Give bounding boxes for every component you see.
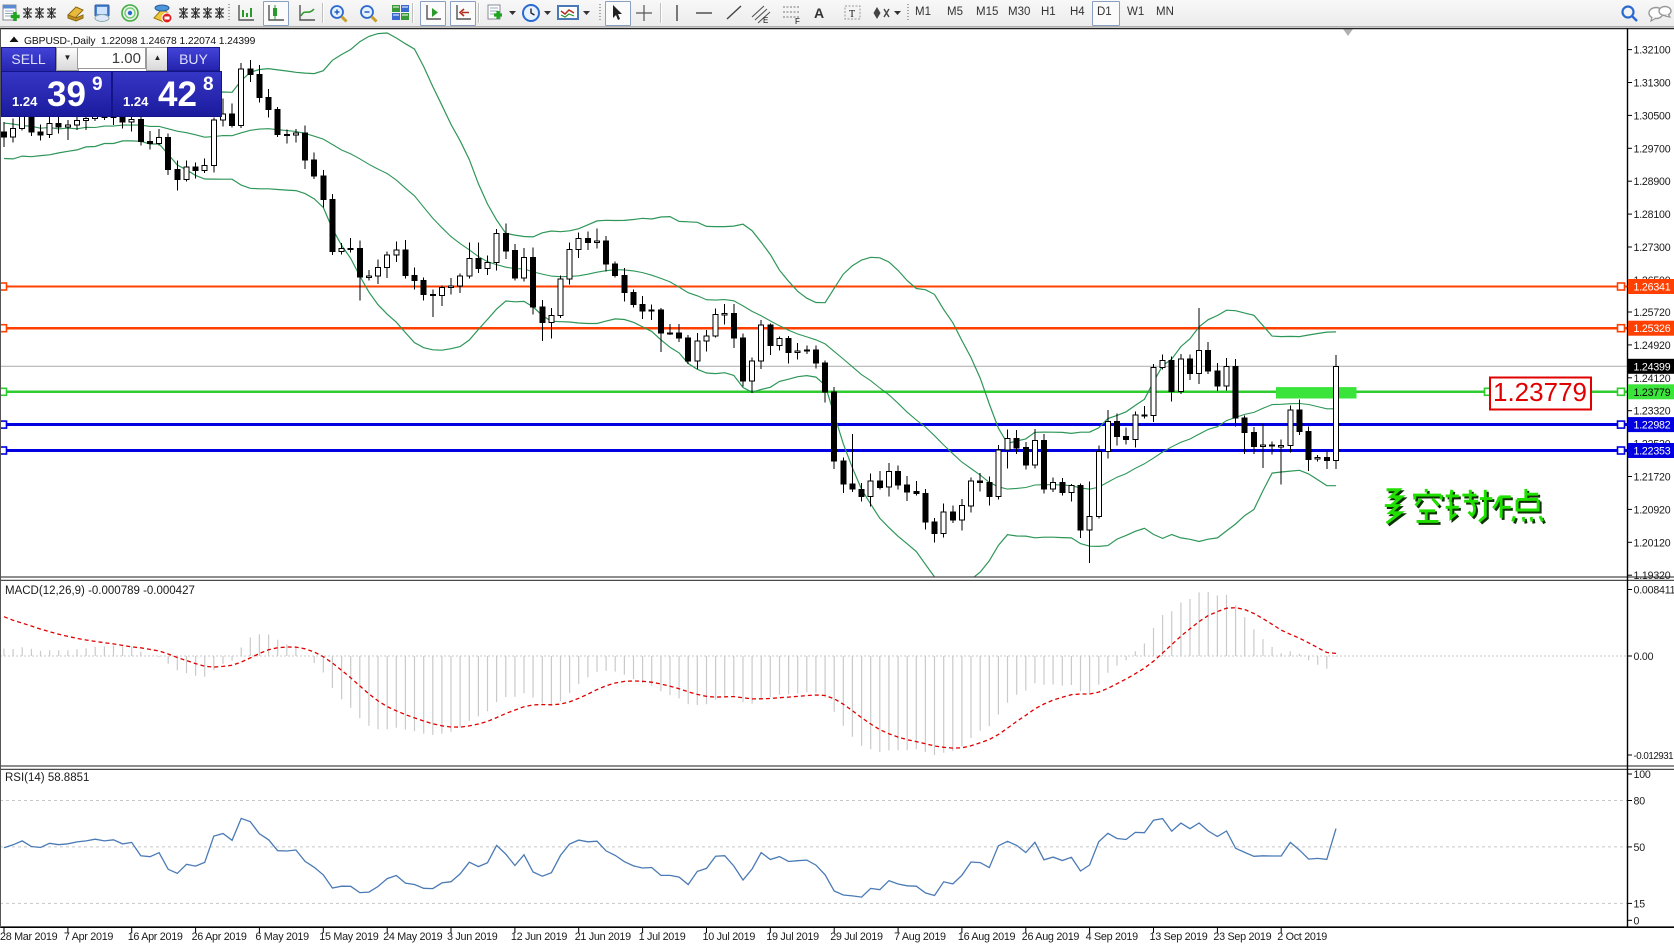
svg-text:1.28900: 1.28900 xyxy=(1634,176,1671,188)
svg-text:1.20120: 1.20120 xyxy=(1634,537,1671,549)
svg-text:100: 100 xyxy=(1634,769,1651,781)
svg-text:16 Aug 2019: 16 Aug 2019 xyxy=(958,931,1016,943)
svg-text:24 May 2019: 24 May 2019 xyxy=(383,931,442,943)
svg-text:21 Jun 2019: 21 Jun 2019 xyxy=(575,931,631,943)
svg-text:13 Sep 2019: 13 Sep 2019 xyxy=(1150,931,1208,943)
svg-text:1.29700: 1.29700 xyxy=(1634,143,1671,155)
svg-text:0.008411: 0.008411 xyxy=(1634,585,1674,597)
svg-text:0.00: 0.00 xyxy=(1634,651,1654,663)
svg-text:7 Apr 2019: 7 Apr 2019 xyxy=(64,931,114,943)
svg-text:F: F xyxy=(795,17,800,25)
svg-text:1.23779: 1.23779 xyxy=(1634,387,1671,399)
svg-text:4 Sep 2019: 4 Sep 2019 xyxy=(1086,931,1139,943)
svg-text:1.22982: 1.22982 xyxy=(1634,420,1671,432)
svg-text:1.25326: 1.25326 xyxy=(1634,323,1671,335)
svg-text:1.21720: 1.21720 xyxy=(1634,472,1671,484)
svg-text:RSI(14) 58.8851: RSI(14) 58.8851 xyxy=(5,772,89,784)
svg-text:1.27300: 1.27300 xyxy=(1634,242,1671,254)
svg-text:1.24399: 1.24399 xyxy=(1634,361,1671,373)
svg-text:29 Jul 2019: 29 Jul 2019 xyxy=(830,931,883,943)
svg-text:15: 15 xyxy=(1634,898,1646,910)
svg-text:1.24920: 1.24920 xyxy=(1634,340,1671,352)
svg-text:T: T xyxy=(849,9,855,20)
svg-text:1.24120: 1.24120 xyxy=(1634,373,1671,385)
svg-text:1.32100: 1.32100 xyxy=(1634,45,1671,57)
svg-text:0: 0 xyxy=(1634,915,1640,927)
svg-text:10 Jul 2019: 10 Jul 2019 xyxy=(703,931,756,943)
svg-text:16 Apr 2019: 16 Apr 2019 xyxy=(128,931,183,943)
svg-text:23 Sep 2019: 23 Sep 2019 xyxy=(1213,931,1271,943)
svg-text:19 Jul 2019: 19 Jul 2019 xyxy=(766,931,819,943)
svg-text:GBPUSD-,Daily 1.22098 1.24678: GBPUSD-,Daily 1.22098 1.24678 1.22074 1.… xyxy=(24,36,256,47)
svg-text:E: E xyxy=(763,16,768,25)
svg-text:1 Jul 2019: 1 Jul 2019 xyxy=(639,931,686,943)
svg-text:1.30500: 1.30500 xyxy=(1634,110,1671,122)
svg-text:MACD(12,26,9) -0.000789 -0.000: MACD(12,26,9) -0.000789 -0.000427 xyxy=(5,585,195,597)
svg-text:1.25720: 1.25720 xyxy=(1634,307,1671,319)
svg-text:6 May 2019: 6 May 2019 xyxy=(255,931,309,943)
svg-text:7 Aug 2019: 7 Aug 2019 xyxy=(894,931,946,943)
svg-text:1.20920: 1.20920 xyxy=(1634,504,1671,516)
svg-text:12 Jun 2019: 12 Jun 2019 xyxy=(511,931,567,943)
svg-text:1.23779: 1.23779 xyxy=(1493,377,1587,407)
svg-text:50: 50 xyxy=(1634,842,1646,854)
svg-text:1.22353: 1.22353 xyxy=(1634,446,1671,458)
svg-text:26 Aug 2019: 26 Aug 2019 xyxy=(1022,931,1080,943)
svg-text:15 May 2019: 15 May 2019 xyxy=(319,931,378,943)
svg-text:2 Oct 2019: 2 Oct 2019 xyxy=(1277,931,1327,943)
svg-text:80: 80 xyxy=(1634,796,1646,808)
svg-text:3 Jun 2019: 3 Jun 2019 xyxy=(447,931,498,943)
svg-text:26 Apr 2019: 26 Apr 2019 xyxy=(192,931,247,943)
svg-text:1.31300: 1.31300 xyxy=(1634,78,1671,90)
svg-text:28 Mar 2019: 28 Mar 2019 xyxy=(0,931,58,943)
svg-text:1.19320: 1.19320 xyxy=(1634,570,1671,582)
svg-text:-0.012931: -0.012931 xyxy=(1634,751,1674,762)
svg-text:1.26341: 1.26341 xyxy=(1634,282,1671,294)
svg-text:1.28100: 1.28100 xyxy=(1634,209,1671,221)
svg-text:1.23320: 1.23320 xyxy=(1634,406,1671,418)
